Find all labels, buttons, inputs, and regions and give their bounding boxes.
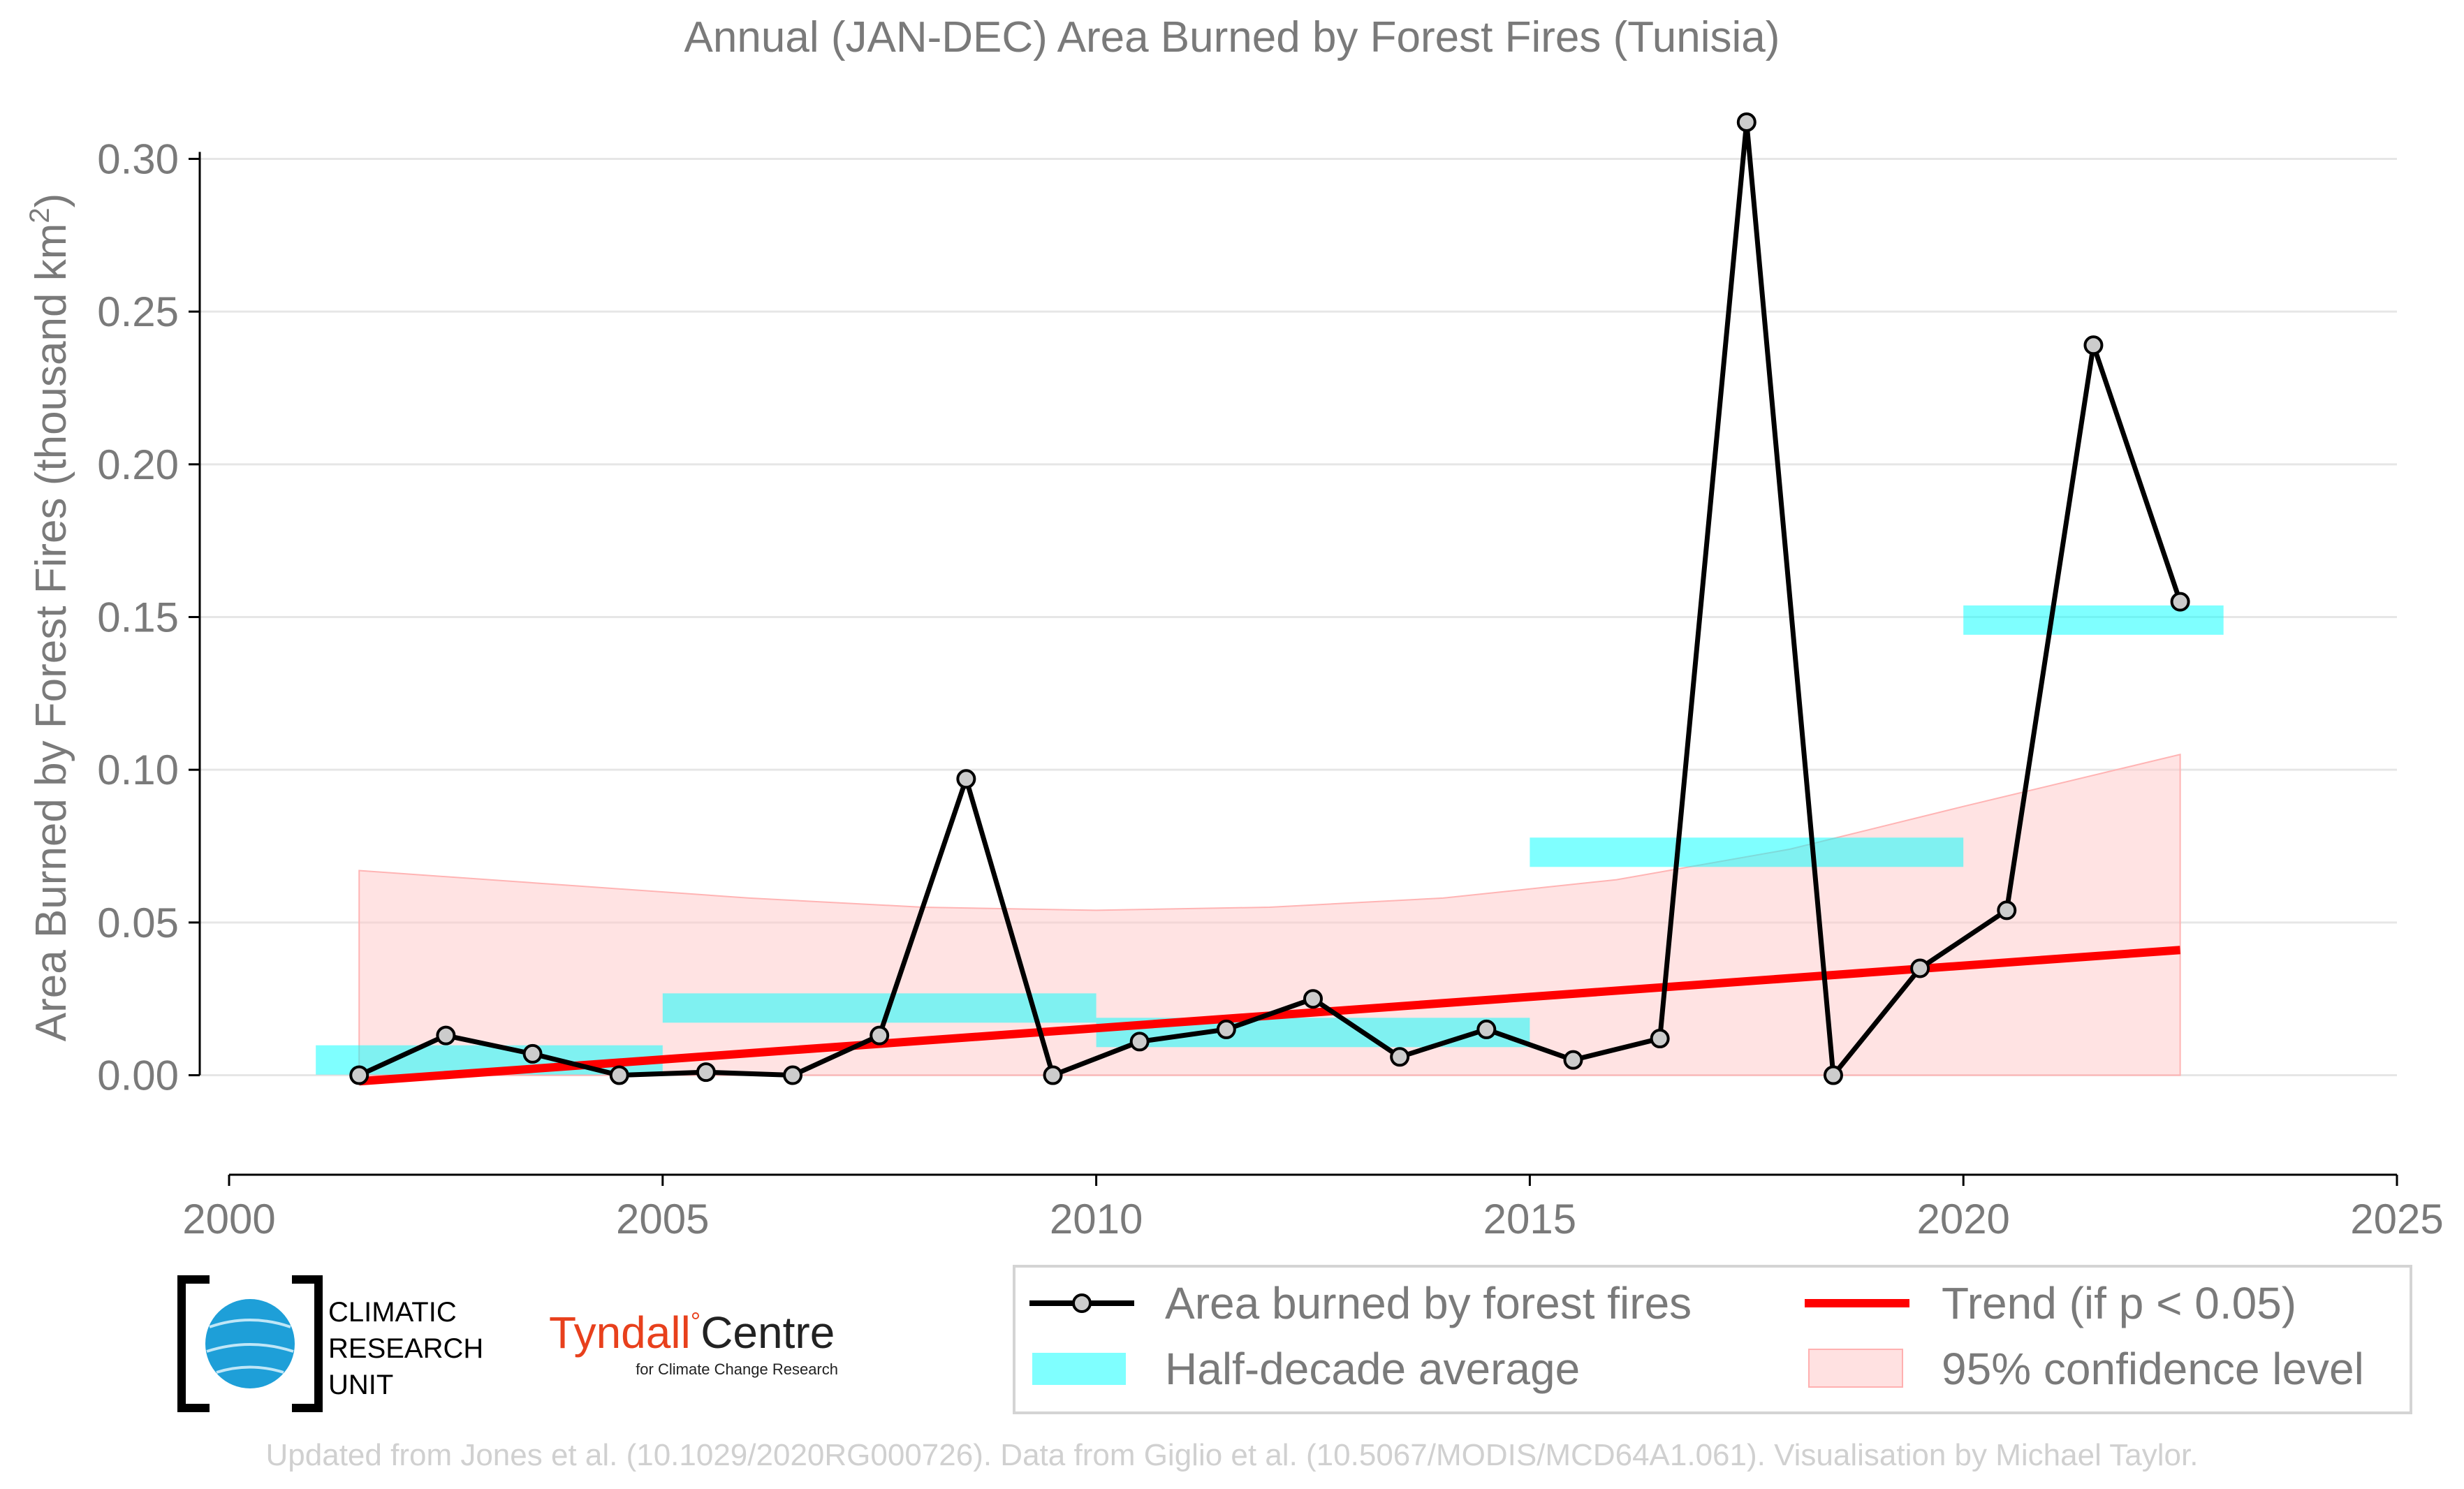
data-point — [1736, 112, 1757, 132]
x-tick-label: 2000 — [182, 1196, 275, 1242]
y-tick-label: 0.25 — [97, 288, 179, 335]
x-tick-label: 2015 — [1483, 1196, 1576, 1242]
data-point — [696, 1062, 716, 1083]
cru-text-line2: RESEARCH — [328, 1333, 483, 1364]
data-point — [522, 1043, 543, 1064]
data-point — [2083, 335, 2104, 355]
y-axis-label-main: Area Burned by Forest Fires (thousand km — [27, 223, 75, 1042]
tyndall-logo: Tyndall°Centre for Climate Change Resear… — [549, 1307, 838, 1378]
legend-label-half-decade: Half-decade average — [1165, 1344, 1580, 1394]
chart-title: Annual (JAN-DEC) Area Burned by Forest F… — [684, 13, 1780, 61]
y-tick-label: 0.20 — [97, 441, 179, 488]
y-axis-label: Area Burned by Forest Fires (thousand km… — [24, 193, 75, 1042]
data-point — [1997, 900, 2017, 920]
tyndall-degree: ° — [691, 1307, 701, 1335]
x-tick-label: 2025 — [2350, 1196, 2443, 1242]
x-tick-labels: 2000 2005 2010 2015 2020 2025 — [182, 1196, 2443, 1242]
globe-lines-icon — [206, 1319, 294, 1374]
y-tick-label: 0.10 — [97, 747, 179, 793]
data-point — [1043, 1065, 1063, 1085]
data-point — [1476, 1019, 1497, 1039]
data-point — [1303, 989, 1323, 1009]
legend-swatch-half-decade — [1032, 1353, 1126, 1385]
tyndall-name: Tyndall — [549, 1307, 691, 1358]
credit-text: Updated from Jones et al. (10.1029/2020R… — [266, 1438, 2199, 1472]
data-point — [783, 1065, 803, 1085]
y-tick-label: 0.00 — [97, 1052, 179, 1099]
tyndall-centre: Centre — [701, 1307, 835, 1358]
data-point — [1910, 958, 1930, 978]
data-point — [609, 1065, 629, 1085]
legend-label-trend: Trend (if p < 0.05) — [1942, 1278, 2296, 1328]
y-tick-label: 0.30 — [97, 135, 179, 182]
tyndall-wordmark: Tyndall°Centre — [549, 1307, 835, 1358]
data-point — [870, 1025, 890, 1046]
x-tick-label: 2010 — [1050, 1196, 1143, 1242]
data-point — [349, 1065, 369, 1085]
data-point — [2170, 592, 2190, 612]
data-line-layer — [349, 112, 2190, 1085]
cru-bracket-right-icon — [292, 1275, 323, 1412]
legend-box — [1013, 1265, 2412, 1414]
legend-label-confidence: 95% confidence level — [1942, 1344, 2364, 1394]
legend-label-area: Area burned by forest fires — [1165, 1278, 1692, 1328]
data-point — [1823, 1065, 1843, 1085]
data-line — [358, 119, 2183, 1078]
y-tick-label: 0.15 — [97, 594, 179, 641]
data-point — [1563, 1050, 1583, 1070]
half-decade-bar — [1530, 837, 1964, 867]
legend-swatch-confidence — [1808, 1349, 1903, 1388]
tyndall-subtitle: for Climate Change Research — [636, 1360, 838, 1378]
axes — [198, 152, 2398, 1186]
legend: Area burned by forest fires Trend (if p … — [1013, 1265, 2412, 1414]
y-tick-label: 0.05 — [97, 900, 179, 946]
legend-swatch-marker — [1072, 1293, 1092, 1313]
cru-text-line1: CLIMATIC — [328, 1297, 457, 1328]
data-point — [1650, 1029, 1670, 1049]
data-point — [1216, 1019, 1236, 1039]
data-point — [956, 769, 976, 789]
cru-text-line3: UNIT — [328, 1370, 393, 1400]
cru-logo: CLIMATIC RESEARCH UNIT — [177, 1275, 483, 1412]
x-tick-label: 2020 — [1916, 1196, 2009, 1242]
half-decade-bar — [662, 993, 1097, 1023]
cru-bracket-left-icon — [177, 1275, 210, 1412]
data-point — [1390, 1047, 1410, 1067]
data-point — [436, 1025, 456, 1046]
data-point — [1129, 1032, 1150, 1052]
y-tick-labels: 0.00 0.05 0.10 0.15 0.20 0.25 0.30 — [97, 135, 179, 1099]
y-axis-label-superscript: 2 — [24, 207, 55, 223]
x-tick-label: 2005 — [616, 1196, 709, 1242]
y-axis-label-end: ) — [27, 193, 75, 208]
